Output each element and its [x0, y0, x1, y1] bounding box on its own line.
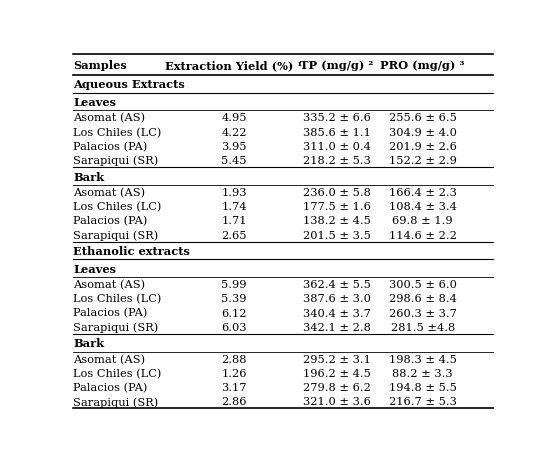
Text: 236.0 ± 5.8: 236.0 ± 5.8 — [303, 188, 371, 197]
Text: Leaves: Leaves — [74, 263, 117, 274]
Text: 194.8 ± 5.5: 194.8 ± 5.5 — [389, 382, 457, 392]
Text: 321.0 ± 3.6: 321.0 ± 3.6 — [303, 397, 371, 406]
Text: Asomat (AS): Asomat (AS) — [74, 280, 145, 290]
Text: Asomat (AS): Asomat (AS) — [74, 354, 145, 364]
Text: Los Chiles (LC): Los Chiles (LC) — [74, 202, 162, 212]
Text: Palacios (PA): Palacios (PA) — [74, 382, 148, 392]
Text: 114.6 ± 2.2: 114.6 ± 2.2 — [389, 230, 457, 240]
Text: 304.9 ± 4.0: 304.9 ± 4.0 — [389, 128, 457, 137]
Text: 152.2 ± 2.9: 152.2 ± 2.9 — [389, 156, 457, 166]
Text: 5.99: 5.99 — [221, 280, 247, 290]
Text: 3.17: 3.17 — [221, 382, 247, 392]
Text: 4.95: 4.95 — [221, 113, 247, 123]
Text: 5.39: 5.39 — [221, 294, 247, 304]
Text: 1.26: 1.26 — [221, 368, 247, 378]
Text: 2.86: 2.86 — [221, 397, 247, 406]
Text: Palacios (PA): Palacios (PA) — [74, 216, 148, 226]
Text: 387.6 ± 3.0: 387.6 ± 3.0 — [303, 294, 371, 304]
Text: PRO (mg/g) ³: PRO (mg/g) ³ — [380, 60, 465, 71]
Text: 201.9 ± 2.6: 201.9 ± 2.6 — [389, 141, 457, 151]
Text: 198.3 ± 4.5: 198.3 ± 4.5 — [389, 354, 457, 364]
Text: TP (mg/g) ²: TP (mg/g) ² — [300, 60, 374, 71]
Text: Sarapiqui (SR): Sarapiqui (SR) — [74, 230, 159, 241]
Text: 342.1 ± 2.8: 342.1 ± 2.8 — [303, 322, 371, 332]
Text: Aqueous Extracts: Aqueous Extracts — [74, 79, 185, 90]
Text: 108.4 ± 3.4: 108.4 ± 3.4 — [389, 202, 457, 212]
Text: Asomat (AS): Asomat (AS) — [74, 187, 145, 198]
Text: 6.03: 6.03 — [221, 322, 247, 332]
Text: Los Chiles (LC): Los Chiles (LC) — [74, 368, 162, 378]
Text: 2.65: 2.65 — [221, 230, 247, 240]
Text: 311.0 ± 0.4: 311.0 ± 0.4 — [303, 141, 371, 151]
Text: 4.22: 4.22 — [221, 128, 247, 137]
Text: 340.4 ± 3.7: 340.4 ± 3.7 — [303, 308, 371, 318]
Text: Ethanolic extracts: Ethanolic extracts — [74, 246, 190, 257]
Text: 1.93: 1.93 — [221, 188, 247, 197]
Text: 335.2 ± 6.6: 335.2 ± 6.6 — [303, 113, 371, 123]
Text: 300.5 ± 6.0: 300.5 ± 6.0 — [389, 280, 457, 290]
Text: Sarapiqui (SR): Sarapiqui (SR) — [74, 396, 159, 407]
Text: 196.2 ± 4.5: 196.2 ± 4.5 — [303, 368, 371, 378]
Text: 2.88: 2.88 — [221, 354, 247, 364]
Text: Sarapiqui (SR): Sarapiqui (SR) — [74, 156, 159, 166]
Text: 166.4 ± 2.3: 166.4 ± 2.3 — [389, 188, 457, 197]
Text: 201.5 ± 3.5: 201.5 ± 3.5 — [303, 230, 371, 240]
Text: 295.2 ± 3.1: 295.2 ± 3.1 — [303, 354, 371, 364]
Text: 279.8 ± 6.2: 279.8 ± 6.2 — [303, 382, 371, 392]
Text: Palacios (PA): Palacios (PA) — [74, 141, 148, 151]
Text: 1.74: 1.74 — [221, 202, 247, 212]
Text: Asomat (AS): Asomat (AS) — [74, 113, 145, 123]
Text: 88.2 ± 3.3: 88.2 ± 3.3 — [393, 368, 453, 378]
Text: 138.2 ± 4.5: 138.2 ± 4.5 — [303, 216, 371, 226]
Text: 216.7 ± 5.3: 216.7 ± 5.3 — [389, 397, 457, 406]
Text: Bark: Bark — [74, 171, 105, 182]
Text: 362.4 ± 5.5: 362.4 ± 5.5 — [303, 280, 371, 290]
Text: 298.6 ± 8.4: 298.6 ± 8.4 — [389, 294, 457, 304]
Text: 255.6 ± 6.5: 255.6 ± 6.5 — [389, 113, 457, 123]
Text: Samples: Samples — [74, 60, 127, 71]
Text: Extraction Yield (%) ¹: Extraction Yield (%) ¹ — [165, 60, 303, 71]
Text: 218.2 ± 5.3: 218.2 ± 5.3 — [303, 156, 371, 166]
Text: 3.95: 3.95 — [221, 141, 247, 151]
Text: 260.3 ± 3.7: 260.3 ± 3.7 — [389, 308, 457, 318]
Text: 1.71: 1.71 — [221, 216, 247, 226]
Text: Bark: Bark — [74, 337, 105, 348]
Text: 281.5 ±4.8: 281.5 ±4.8 — [390, 322, 455, 332]
Text: 385.6 ± 1.1: 385.6 ± 1.1 — [303, 128, 371, 137]
Text: 5.45: 5.45 — [221, 156, 247, 166]
Text: Los Chiles (LC): Los Chiles (LC) — [74, 294, 162, 304]
Text: 6.12: 6.12 — [221, 308, 247, 318]
Text: 177.5 ± 1.6: 177.5 ± 1.6 — [303, 202, 371, 212]
Text: Sarapiqui (SR): Sarapiqui (SR) — [74, 322, 159, 332]
Text: Palacios (PA): Palacios (PA) — [74, 308, 148, 318]
Text: Los Chiles (LC): Los Chiles (LC) — [74, 127, 162, 138]
Text: 69.8 ± 1.9: 69.8 ± 1.9 — [393, 216, 453, 226]
Text: Leaves: Leaves — [74, 97, 117, 108]
